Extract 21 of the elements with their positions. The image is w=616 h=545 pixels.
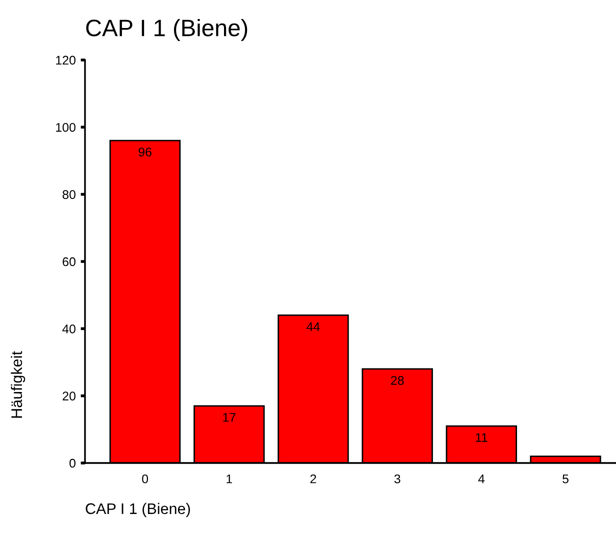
- data-label: 44: [306, 322, 320, 332]
- y-tick-label: 100: [56, 122, 76, 132]
- x-tick-label: 5: [562, 474, 568, 484]
- y-tick-label: 80: [62, 190, 76, 199]
- y-tick-label: 120: [56, 56, 76, 65]
- y-axis-title: Häufigkeit: [10, 351, 26, 418]
- x-axis-title: CAP I 1 (Biene): [86, 502, 190, 518]
- y-tick-label: 60: [62, 257, 76, 266]
- x-tick-label: 4: [478, 474, 485, 484]
- x-tick-label: 0: [142, 474, 148, 484]
- x-tick-label: 3: [394, 474, 400, 484]
- chart-title: CAP I 1 (Biene): [86, 18, 248, 41]
- data-label: 17: [223, 413, 236, 422]
- data-label: 28: [391, 376, 404, 385]
- data-label: 96: [138, 148, 152, 156]
- data-label: 11: [476, 433, 488, 442]
- y-tick-label: 40: [62, 324, 76, 334]
- x-tick-label: 2: [310, 474, 316, 484]
- y-tick-label: 20: [62, 392, 76, 400]
- x-tick-label: 1: [226, 474, 232, 484]
- y-tick-label: 0: [70, 458, 76, 468]
